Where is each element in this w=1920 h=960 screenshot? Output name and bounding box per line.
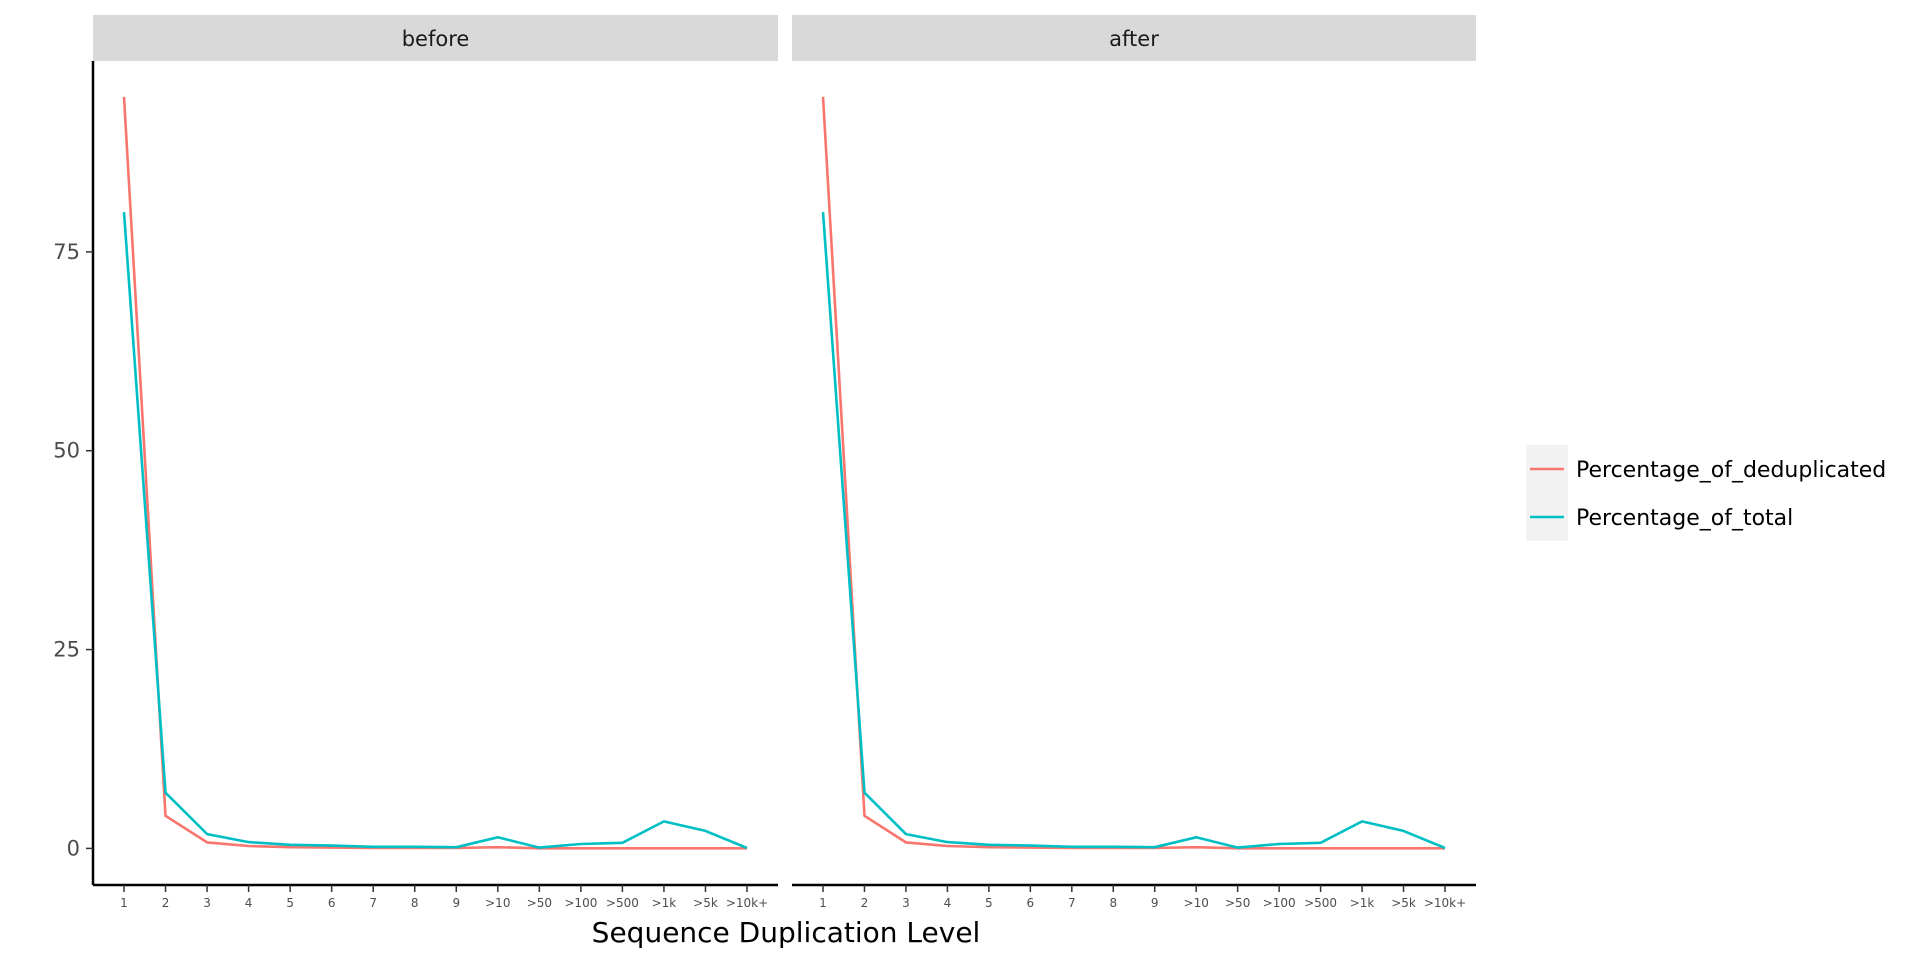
y-tick-label: 50 <box>53 439 80 463</box>
x-tick-label: >10k+ <box>1424 896 1466 910</box>
x-axis-title: Sequence Duplication Level <box>592 916 981 949</box>
x-tick-label: 8 <box>1109 896 1117 910</box>
x-tick-label: >100 <box>564 896 597 910</box>
x-tick-label: 3 <box>203 896 211 910</box>
y-tick-label: 0 <box>67 836 80 860</box>
x-tick-label: 6 <box>1027 896 1035 910</box>
x-tick-label: >10 <box>485 896 510 910</box>
facet-strip-label: after <box>1109 27 1159 51</box>
x-tick-label: 2 <box>162 896 170 910</box>
x-tick-label: 5 <box>985 896 993 910</box>
x-tick-label: >10 <box>1184 896 1209 910</box>
x-tick-label: >5k <box>693 896 718 910</box>
legend-label: Percentage_of_total <box>1576 506 1793 531</box>
x-tick-label: 9 <box>1151 896 1159 910</box>
facet-strip <box>93 15 778 61</box>
y-tick-label: 75 <box>53 240 80 264</box>
x-tick-label: 7 <box>369 896 377 910</box>
series-line-percentage-of-total <box>821 212 1446 850</box>
x-tick-label: >1k <box>1350 896 1375 910</box>
x-tick-label: 2 <box>861 896 869 910</box>
series-line-percentage-of-deduplicated <box>821 96 1445 850</box>
facet-panel-before: before 1 2 3 4 5 6 7 8 9 >10 >50 >100 >500 >1k >5k >10k+ <box>93 15 778 910</box>
x-tick-label: >10k+ <box>726 896 768 910</box>
x-tick-label: 3 <box>902 896 910 910</box>
x-tick-label: 4 <box>245 896 253 910</box>
legend-item-percentage-of-deduplicated: Percentage_of_deduplicated <box>1526 445 1886 493</box>
facet-panels: before 1 2 3 4 5 6 7 8 9 >10 >50 >100 >500 >1k >5k >10k+… <box>93 15 1476 910</box>
x-tick-label: >500 <box>606 896 639 910</box>
x-tick-label: >50 <box>527 896 552 910</box>
facet-strip-label: before <box>402 27 470 51</box>
legend-item-percentage-of-total: Percentage_of_total <box>1526 493 1793 541</box>
facet-panel-after: after 1 2 3 4 5 6 7 8 9 >10 >50 >100 >500 >1k >5k >10k+ <box>792 15 1476 910</box>
x-tick-label: >50 <box>1225 896 1250 910</box>
x-tick-label: >1k <box>652 896 677 910</box>
x-tick-label: 4 <box>944 896 952 910</box>
legend-label: Percentage_of_deduplicated <box>1576 458 1886 483</box>
legend: Percentage_of_deduplicated Percentage_of_… <box>1526 445 1886 541</box>
x-tick-label: 1 <box>120 896 128 910</box>
x-tick-label: 6 <box>328 896 336 910</box>
y-axis: 0 25 50 75 <box>53 61 95 885</box>
series-line-percentage-of-total <box>122 212 748 850</box>
y-tick-label: 25 <box>53 638 80 662</box>
x-tick-label: 1 <box>819 896 827 910</box>
x-tick-label: 9 <box>452 896 460 910</box>
x-tick-label: >100 <box>1263 896 1296 910</box>
facet-strip <box>792 15 1476 61</box>
x-tick-label: >5k <box>1391 896 1416 910</box>
x-tick-label: 5 <box>286 896 294 910</box>
series-line-percentage-of-deduplicated <box>122 96 747 850</box>
x-tick-label: 8 <box>411 896 419 910</box>
x-tick-label: >500 <box>1304 896 1337 910</box>
x-tick-label: 7 <box>1068 896 1076 910</box>
